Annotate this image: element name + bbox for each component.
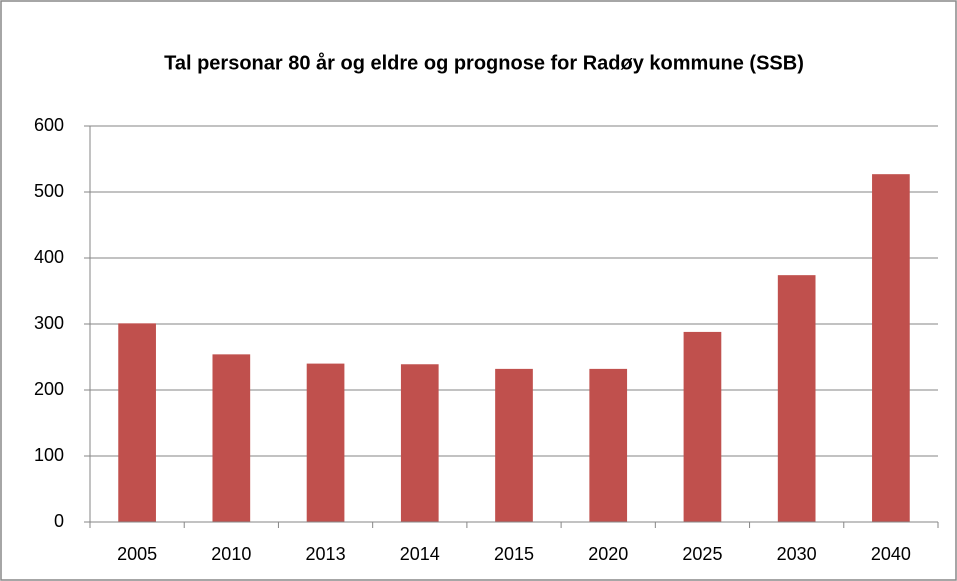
x-tick-label: 2005 — [117, 544, 157, 564]
bar — [683, 331, 722, 522]
bar — [400, 364, 439, 522]
x-tick-label: 2013 — [306, 544, 346, 564]
y-tick-label: 100 — [34, 445, 64, 465]
x-tick-label: 2020 — [588, 544, 628, 564]
bar — [589, 368, 628, 522]
y-tick-label: 600 — [34, 115, 64, 135]
x-tick-label: 2014 — [400, 544, 440, 564]
y-tick-label: 500 — [34, 181, 64, 201]
bar — [118, 323, 156, 522]
x-tick-label: 2010 — [211, 544, 251, 564]
bar — [212, 354, 251, 522]
y-tick-label: 300 — [34, 313, 64, 333]
bar — [777, 275, 816, 522]
bar — [872, 174, 910, 522]
x-tick-label: 2030 — [777, 544, 817, 564]
y-tick-label: 200 — [34, 379, 64, 399]
chart-title: Tal personar 80 år og eldre og prognose … — [164, 51, 804, 74]
y-tick-label: 400 — [34, 247, 64, 267]
x-tick-label: 2015 — [494, 544, 534, 564]
bar — [306, 363, 345, 522]
y-tick-label: 0 — [54, 511, 64, 531]
x-tick-label: 2040 — [871, 544, 911, 564]
x-tick-label: 2025 — [682, 544, 722, 564]
bar — [495, 368, 533, 522]
